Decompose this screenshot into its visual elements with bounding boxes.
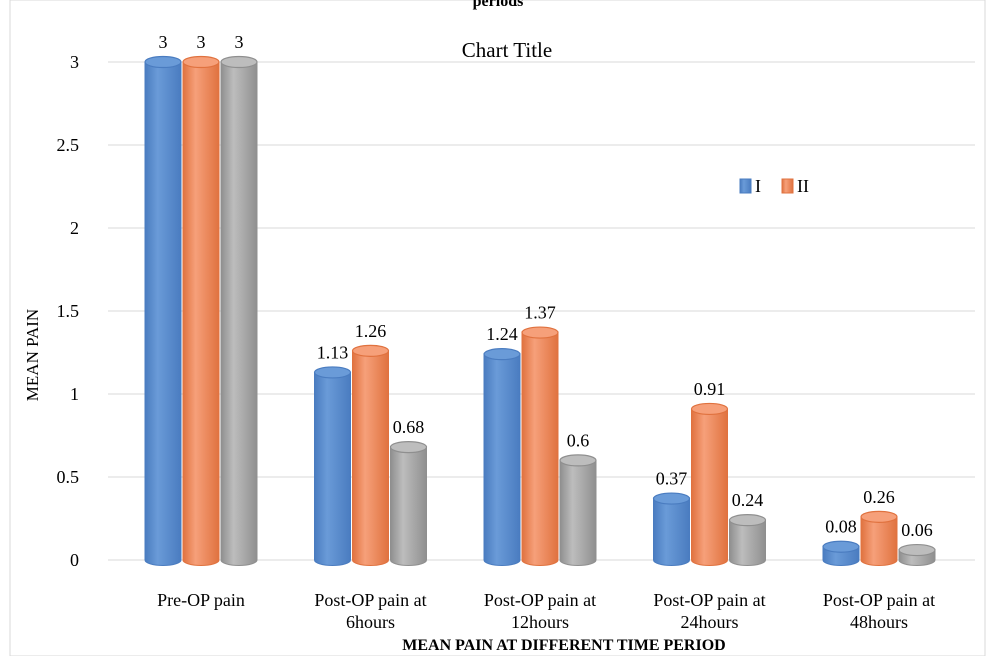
bar-top <box>389 441 428 454</box>
data-label: 0.68 <box>393 417 425 437</box>
bar-body <box>559 459 597 566</box>
y-tick-label: 1.5 <box>57 301 80 321</box>
y-tick-label: 3 <box>70 52 79 72</box>
y-axis-label: MEAN PAIN <box>23 309 42 401</box>
bar-body <box>860 516 898 566</box>
data-label: 0.37 <box>656 469 688 489</box>
data-label: 3 <box>197 32 206 52</box>
bar-body <box>390 446 427 566</box>
x-tick-label: Pre-OP pain <box>157 590 245 610</box>
legend-swatch <box>781 178 794 194</box>
legend: I II <box>739 176 809 196</box>
x-tick-label: Post-OP pain at 12hours <box>484 590 596 632</box>
data-label: 1.13 <box>317 342 349 362</box>
bar <box>389 441 428 566</box>
bar <box>860 510 898 566</box>
bar <box>898 543 936 566</box>
bar <box>728 514 767 566</box>
bar <box>652 492 691 566</box>
data-label: 3 <box>159 32 168 52</box>
legend-label: II <box>797 176 809 196</box>
y-tick-label: 1 <box>70 384 79 404</box>
y-tick-label: 0.5 <box>57 467 80 487</box>
bar-top <box>351 344 390 357</box>
data-label: 3 <box>235 32 244 52</box>
bar <box>559 454 597 566</box>
bar-top <box>898 543 936 557</box>
bar-top <box>521 326 559 339</box>
bar <box>521 326 559 566</box>
data-label: 1.24 <box>486 324 518 344</box>
bar-top <box>559 454 597 467</box>
bar-top <box>652 492 691 505</box>
bar <box>351 344 390 566</box>
chart-title-fragment: periods <box>473 0 524 10</box>
chart-title: Chart Title <box>462 38 552 62</box>
data-label: 1.37 <box>524 303 556 323</box>
y-axis-ticks: 0 0.5 1 1.5 2 2.5 3 <box>57 52 80 570</box>
bar <box>483 348 521 566</box>
bar-body <box>314 371 351 566</box>
bar-top <box>728 514 767 527</box>
y-tick-label: 2 <box>70 218 79 238</box>
data-label: 0.24 <box>732 490 764 510</box>
data-label: 0.06 <box>901 520 933 540</box>
bar-top <box>182 55 220 69</box>
bar-body <box>182 61 220 566</box>
x-tick-label: Post-OP pain at 24hours <box>653 590 765 632</box>
bar-top <box>313 366 352 379</box>
data-label: 1.26 <box>355 321 387 341</box>
bar <box>690 402 729 566</box>
bar-top <box>690 402 729 416</box>
bar-top <box>822 540 860 553</box>
bar-body <box>220 61 258 566</box>
bar-body <box>483 353 521 566</box>
x-tick-label: Post-OP pain at 6hours <box>314 590 426 632</box>
legend-item: I <box>739 176 761 196</box>
bar <box>220 55 258 566</box>
bar <box>313 366 352 566</box>
x-tick-label: Post-OP pain at 48hours <box>823 590 935 632</box>
data-label: 0.91 <box>694 379 726 399</box>
x-axis-label: MEAN PAIN AT DIFFERENT TIME PERIOD <box>402 637 725 654</box>
bar-top <box>220 55 258 69</box>
bars <box>144 55 936 566</box>
bar-top <box>483 348 521 361</box>
bar-top <box>860 510 898 523</box>
y-tick-label: 2.5 <box>57 135 80 155</box>
data-label: 0.08 <box>825 517 857 537</box>
bar-body <box>144 61 182 566</box>
bar-top <box>144 55 182 69</box>
bar-body <box>691 408 728 566</box>
data-labels: 3 3 3 1.13 1.26 0.68 1.24 1.37 0.6 0.37 0.91 0.24 0.… <box>159 32 933 540</box>
legend-label: I <box>755 176 761 196</box>
data-label: 0.26 <box>863 487 895 507</box>
y-tick-label: 0 <box>70 550 79 570</box>
legend-swatch <box>739 178 752 194</box>
bar-body <box>521 332 559 566</box>
bar <box>822 540 860 566</box>
bar-body <box>653 498 690 566</box>
bar-body <box>352 350 389 566</box>
legend-item: II <box>781 176 809 196</box>
x-axis-ticks: Pre-OP pain Post-OP pain at 6hours Post-OP … <box>157 590 935 632</box>
bar-body <box>729 519 766 566</box>
bar <box>144 55 182 566</box>
bar <box>182 55 220 566</box>
data-label: 0.6 <box>567 430 590 450</box>
